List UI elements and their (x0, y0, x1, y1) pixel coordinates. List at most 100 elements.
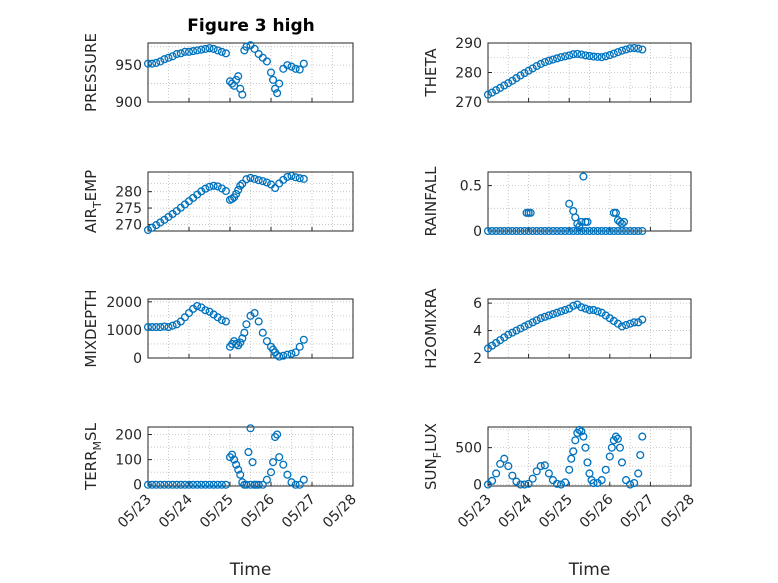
data-point (638, 45, 647, 54)
data-point (508, 226, 517, 236)
data-point (532, 226, 541, 236)
data-point (557, 307, 566, 316)
data-point (236, 338, 245, 347)
data-point (238, 478, 247, 487)
y-tick-label: 1000 (106, 323, 142, 339)
data-point (262, 337, 271, 346)
data-point (617, 322, 627, 331)
data-point (262, 57, 271, 66)
data-point (577, 303, 586, 312)
subplot-5: 0 1000 2000 MIXDEPTH (82, 289, 354, 368)
data-point (160, 55, 169, 64)
y-tick-label: 0.5 (460, 179, 482, 195)
data-point (176, 317, 185, 326)
data-point (258, 177, 267, 186)
data-point (557, 53, 566, 62)
data-point (613, 434, 622, 443)
data-point (172, 480, 181, 489)
data-point (180, 480, 189, 489)
data-point (236, 470, 245, 479)
data-point (630, 43, 639, 53)
data-point (575, 425, 584, 435)
data-point (209, 181, 218, 190)
data-point (561, 478, 570, 487)
data-point (299, 59, 308, 68)
data-point (583, 458, 592, 467)
data-point (585, 305, 594, 315)
data-point (246, 480, 255, 489)
data-point (593, 226, 602, 236)
data-point (221, 49, 230, 58)
data-point (589, 52, 598, 61)
data-point (552, 54, 562, 63)
data-point (152, 480, 161, 489)
data-point (589, 305, 598, 315)
data-point (273, 430, 282, 439)
data-point (589, 478, 598, 488)
data-point (250, 308, 259, 318)
data-point (201, 44, 210, 53)
data-point (283, 61, 292, 70)
data-point (156, 57, 165, 66)
data-point (268, 75, 278, 84)
data-point (528, 318, 537, 327)
data-point (585, 226, 594, 236)
data-point (209, 480, 218, 489)
data-point (250, 44, 259, 53)
data-point (279, 460, 288, 469)
y-tick-label: 2 (473, 351, 482, 367)
y-tick-label: 280 (115, 185, 142, 201)
data-point (524, 226, 533, 236)
data-point (617, 46, 627, 55)
data-point (291, 64, 300, 73)
y-tick-label: 2000 (106, 295, 142, 311)
data-point (180, 313, 189, 322)
data-point (189, 47, 198, 56)
y-axis-label: PRESSURE (82, 33, 100, 112)
data-point (540, 58, 549, 67)
axes-box (147, 298, 354, 359)
data-point (508, 471, 517, 480)
data-point (528, 64, 537, 73)
data-point (176, 480, 185, 489)
data-point (512, 226, 521, 236)
data-point (516, 480, 525, 489)
y-axis-label: H2OMIXRA (422, 288, 440, 369)
data-point (613, 48, 622, 57)
data-point (597, 226, 606, 236)
data-point (548, 55, 558, 64)
data-point (230, 455, 239, 464)
data-point (234, 465, 243, 474)
data-point (168, 321, 177, 330)
data-point (621, 45, 631, 54)
data-point (295, 174, 304, 183)
data-point (488, 476, 497, 485)
subplot-4: 0 0.5 RAINFALL (422, 166, 692, 240)
data-point (516, 324, 525, 333)
data-point (528, 226, 537, 236)
y-axis-label: AIRTEMP (82, 170, 104, 233)
data-point (638, 226, 647, 236)
data-point (561, 52, 570, 61)
data-point (520, 226, 529, 236)
data-point (630, 318, 639, 327)
data-point (581, 226, 590, 236)
data-point (217, 480, 226, 489)
data-point (299, 174, 308, 183)
data-point (548, 226, 558, 236)
data-point (168, 52, 177, 61)
data-point (205, 480, 214, 489)
data-point (565, 465, 574, 474)
data-point (634, 226, 643, 236)
data-point (607, 443, 616, 452)
data-point (571, 436, 580, 445)
data-point (561, 305, 570, 315)
data-point (548, 310, 558, 319)
y-tick-label: 280 (455, 66, 482, 82)
data-point (613, 226, 622, 236)
data-point (581, 304, 590, 313)
data-point (244, 448, 253, 457)
data-point (228, 450, 237, 459)
data-point (581, 51, 590, 60)
data-point (246, 173, 255, 182)
